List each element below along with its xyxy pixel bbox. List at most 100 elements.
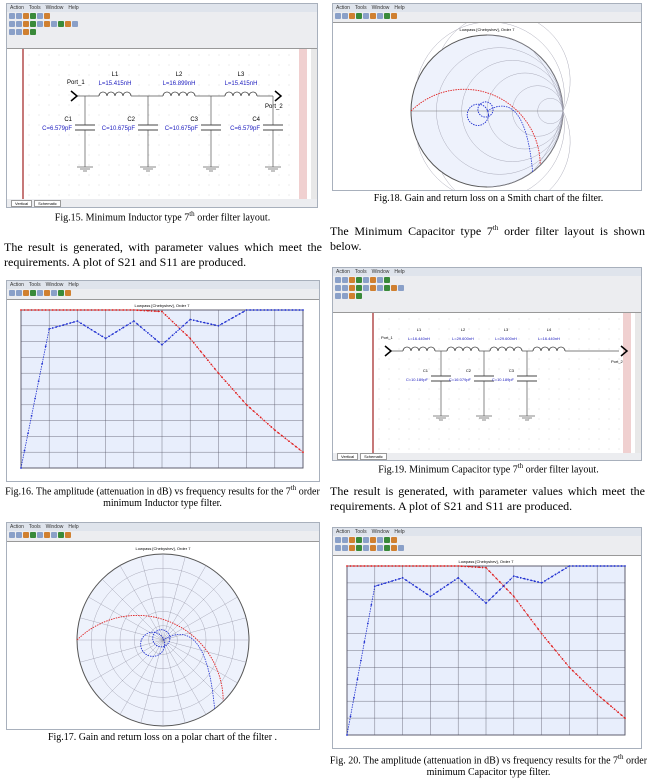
menu-tools[interactable]: Tools — [354, 269, 367, 275]
menu-window[interactable]: Window — [371, 269, 390, 275]
menu-window[interactable]: Window — [45, 5, 64, 11]
grid-dot — [218, 104, 220, 106]
data-point-S21 — [192, 341, 195, 344]
grid-dot — [558, 438, 560, 440]
grid-dot — [418, 338, 420, 340]
menu-window[interactable]: Window — [45, 524, 64, 530]
data-point-S11 — [199, 320, 202, 323]
grid-dot — [148, 94, 150, 96]
tab-schematic[interactable]: Schematic — [34, 200, 61, 207]
data-point-S21 — [474, 566, 477, 568]
menu-help[interactable]: Help — [68, 524, 79, 530]
menu-tools[interactable]: Tools — [354, 529, 367, 535]
chart-title: Lowpass [Chebyshev], Order 7 — [135, 303, 191, 308]
grid-dot — [168, 154, 170, 156]
grid-dot — [58, 174, 60, 176]
grid-dot — [468, 378, 470, 380]
schematic-canvas[interactable]: Port_1 Port_2 L1 L=15.415nH L2 L=16.899nH L3 L=… — [7, 48, 317, 199]
data-point-S11 — [443, 586, 446, 589]
tab-schematic[interactable]: Schematic — [360, 453, 387, 460]
menu-action[interactable]: Action — [10, 5, 24, 11]
grid-dot — [188, 54, 190, 56]
grid-dot — [448, 408, 450, 410]
grid-dot — [238, 84, 240, 86]
menu-action[interactable]: Action — [336, 269, 350, 275]
menu-help[interactable]: Help — [68, 282, 79, 288]
menu-action[interactable]: Action — [10, 524, 24, 530]
inductor-name: L2 — [461, 327, 466, 332]
grid-dot — [428, 338, 430, 340]
menu-help[interactable]: Help — [394, 5, 405, 11]
capacitor-value: C=6.579pF — [230, 126, 260, 132]
grid-dot — [58, 184, 60, 186]
data-point-S11 — [108, 335, 111, 338]
menu-window[interactable]: Window — [371, 529, 390, 535]
menu-help[interactable]: Help — [394, 269, 405, 275]
tab-vertical[interactable]: Vertical — [337, 453, 359, 460]
grid-dot — [138, 164, 140, 166]
menu-help[interactable]: Help — [394, 529, 405, 535]
data-point-S21 — [551, 645, 553, 648]
polar-chart-canvas[interactable]: Lowpass [Chebyshev], Order 7 — [7, 541, 319, 729]
data-point-S11 — [20, 467, 22, 469]
data-point-S21 — [270, 426, 273, 428]
grid-dot — [448, 448, 450, 450]
tab-vertical[interactable]: Vertical — [11, 200, 33, 207]
menu-tools[interactable]: Tools — [354, 5, 367, 11]
grid-dot — [458, 328, 460, 330]
grid-dot — [598, 438, 600, 440]
menu-tools[interactable]: Tools — [28, 282, 41, 288]
grid-dot — [508, 448, 510, 450]
grid-spoke — [162, 639, 247, 663]
grid-dot — [438, 338, 440, 340]
port-1-icon — [384, 345, 393, 357]
data-point-S11 — [384, 582, 387, 585]
inductor-symbol — [402, 346, 436, 352]
grid-dot — [28, 134, 30, 136]
data-point-S11 — [624, 565, 626, 567]
grid-dot — [548, 418, 550, 420]
menu-help[interactable]: Help — [68, 5, 79, 11]
grid-dot — [238, 154, 240, 156]
data-point-S11 — [481, 599, 484, 601]
grid-dot — [448, 428, 450, 430]
schematic-canvas[interactable]: Port_1 Port_2 L1 L=16.440nH L2 L=29.600nH L3 L=… — [333, 312, 641, 453]
data-point-S21 — [599, 696, 602, 699]
chart-canvas[interactable]: Lowpass [Chebyshev], Order 7 — [333, 555, 641, 748]
grid-dot — [488, 318, 490, 320]
grid-dot — [208, 174, 210, 176]
grid-dot — [478, 368, 480, 370]
data-point-S11 — [353, 696, 355, 699]
grid-dot — [448, 358, 450, 360]
grid-dot — [398, 428, 400, 430]
menu-tools[interactable]: Tools — [28, 5, 41, 11]
grid-spoke — [162, 639, 238, 684]
menu-action[interactable]: Action — [336, 529, 350, 535]
grid-dot — [128, 74, 130, 76]
data-point-S11 — [373, 585, 376, 588]
grid-dot — [408, 328, 410, 330]
data-point-S11 — [34, 397, 36, 400]
grid-dot — [268, 164, 270, 166]
menu-window[interactable]: Window — [371, 5, 390, 11]
grid-dot — [558, 378, 560, 380]
data-point-S21 — [565, 662, 567, 665]
menu-action[interactable]: Action — [10, 282, 24, 288]
menu-action[interactable]: Action — [336, 5, 350, 11]
grid-dot — [188, 194, 190, 196]
grid-dot — [138, 84, 140, 86]
grid-dot — [528, 338, 530, 340]
grid-dot — [88, 74, 90, 76]
menu-tools[interactable]: Tools — [28, 524, 41, 530]
grid-spoke — [162, 639, 186, 724]
grid-dot — [208, 114, 210, 116]
grid-dot — [238, 114, 240, 116]
chart-canvas[interactable]: Lowpass [Chebyshev], Order 7 — [7, 299, 319, 481]
grid-dot — [218, 114, 220, 116]
data-point-S21 — [620, 714, 623, 717]
menu-window[interactable]: Window — [45, 282, 64, 288]
data-point-S21 — [83, 309, 86, 311]
smith-chart-canvas[interactable]: Lowpass [Chebyshev], Order 7 — [333, 22, 641, 190]
data-point-S11 — [80, 322, 82, 325]
grid-dot — [38, 184, 40, 186]
